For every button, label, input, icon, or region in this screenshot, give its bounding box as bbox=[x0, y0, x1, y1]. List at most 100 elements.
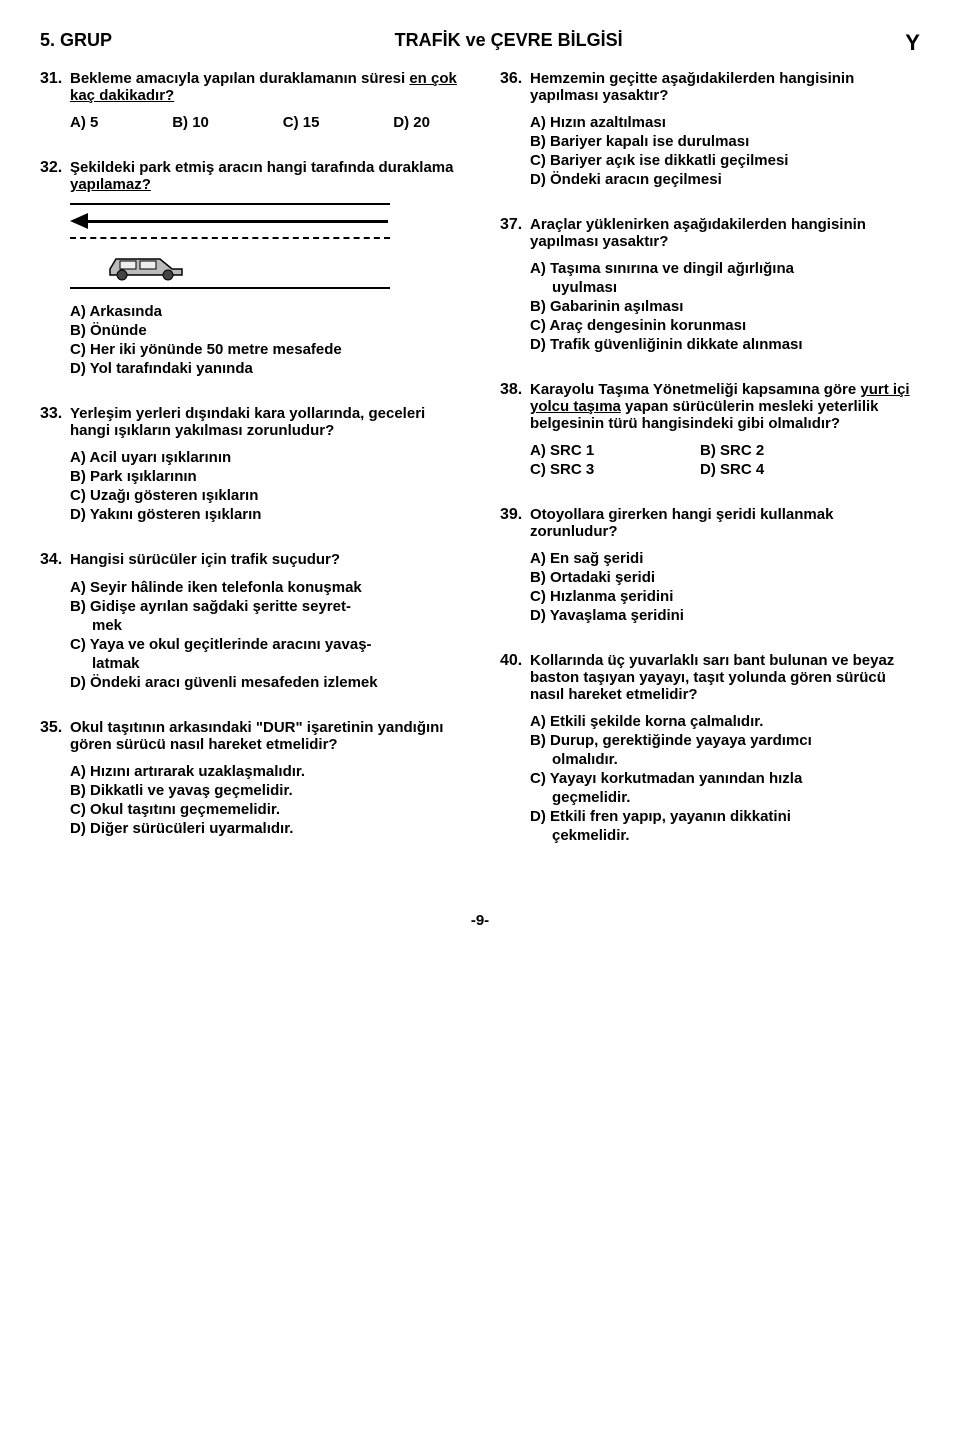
left-column: 31. Bekleme amacıyla yapılan duraklamanı… bbox=[40, 70, 460, 872]
opt-b: B) 10 bbox=[172, 114, 209, 131]
q-num: 39. bbox=[500, 506, 530, 540]
opt-c: C) Bariyer açık ise dikkatli geçilmesi bbox=[530, 152, 920, 169]
options-inline: A) 5 B) 10 C) 15 D) 20 bbox=[70, 114, 430, 131]
opt-b: B) Dikkatli ve yavaş geçmelidir. bbox=[70, 782, 460, 799]
opt-a: A) 5 bbox=[70, 114, 98, 131]
road-figure bbox=[70, 203, 460, 289]
question-40: 40. Kollarında üç yuvarlaklı sarı bant b… bbox=[500, 652, 920, 844]
opt-b-l1: B) Durup, gerektiğinde yayaya yardımcı bbox=[530, 732, 920, 749]
options-list: A) Acil uyarı ışıklarının B) Park ışıkla… bbox=[70, 449, 460, 523]
opt-b: B) Bariyer kapalı ise durulması bbox=[530, 133, 920, 150]
road-dashed-line bbox=[70, 237, 390, 239]
opt-b: B) Gabarinin aşılması bbox=[530, 298, 920, 315]
content-columns: 31. Bekleme amacıyla yapılan duraklamanı… bbox=[40, 70, 920, 872]
opt-d-l1: D) Etkili fren yapıp, yayanın dikkatini bbox=[530, 808, 920, 825]
opt-d: D) 20 bbox=[393, 114, 430, 131]
q-body: Okul taşıtının arkasındaki "DUR" işareti… bbox=[70, 719, 460, 753]
road-line bbox=[70, 287, 390, 289]
opt-c: C) Hızlanma şeridini bbox=[530, 588, 920, 605]
options-grid: A) SRC 1 B) SRC 2 C) SRC 3 D) SRC 4 bbox=[530, 442, 830, 478]
opt-c-l1: C) Yaya ve okul geçitlerinde aracını yav… bbox=[70, 636, 460, 653]
page-header: 5. GRUP TRAFİK ve ÇEVRE BİLGİSİ Y bbox=[40, 30, 920, 56]
opt-c-l2: geçmelidir. bbox=[530, 789, 920, 806]
q-num: 35. bbox=[40, 719, 70, 753]
opt-d: D) Diğer sürücüleri uyarmalıdır. bbox=[70, 820, 460, 837]
opt-b: B) SRC 2 bbox=[700, 442, 830, 459]
opt-d: D) SRC 4 bbox=[700, 461, 830, 478]
car-icon bbox=[70, 245, 460, 281]
opt-b: B) Ortadaki şeridi bbox=[530, 569, 920, 586]
opt-a: A) Hızını artırarak uzaklaşmalıdır. bbox=[70, 763, 460, 780]
question-39: 39. Otoyollara girerken hangi şeridi kul… bbox=[500, 506, 920, 624]
q-body: Şekildeki park etmiş aracın hangi tarafı… bbox=[70, 159, 460, 193]
opt-a-l1: A) Taşıma sınırına ve dingil ağırlığına bbox=[530, 260, 920, 277]
options-list: A) Seyir hâlinde iken telefonla konuşmak… bbox=[70, 579, 460, 691]
page-footer: -9- bbox=[40, 912, 920, 929]
opt-d: D) Trafik güvenliğinin dikkate alınması bbox=[530, 336, 920, 353]
header-left: 5. GRUP bbox=[40, 30, 112, 56]
q-body: Bekleme amacıyla yapılan duraklamanın sü… bbox=[70, 70, 460, 104]
opt-d: D) Öndeki aracı güvenli mesafeden izleme… bbox=[70, 674, 460, 691]
opt-b-l2: mek bbox=[70, 617, 460, 634]
opt-d: D) Yavaşlama şeridini bbox=[530, 607, 920, 624]
opt-d: D) Yol tarafındaki yanında bbox=[70, 360, 460, 377]
q-num: 31. bbox=[40, 70, 70, 104]
question-33: 33. Yerleşim yerleri dışındaki kara yoll… bbox=[40, 405, 460, 523]
opt-a: A) SRC 1 bbox=[530, 442, 660, 459]
options-list: A) Taşıma sınırına ve dingil ağırlığına … bbox=[530, 260, 920, 353]
opt-c: C) Araç dengesinin korunması bbox=[530, 317, 920, 334]
question-34: 34. Hangisi sürücüler için trafik suçudu… bbox=[40, 551, 460, 691]
q-body: Hemzemin geçitte aşağıdakilerden hangisi… bbox=[530, 70, 920, 104]
q-body: Araçlar yüklenirken aşağıdakilerden hang… bbox=[530, 216, 920, 250]
header-right: Y bbox=[905, 30, 920, 56]
opt-b-l1: B) Gidişe ayrılan sağdaki şeritte seyret… bbox=[70, 598, 460, 615]
q-num: 37. bbox=[500, 216, 530, 250]
options-list: A) Hızını artırarak uzaklaşmalıdır. B) D… bbox=[70, 763, 460, 837]
opt-c: C) Uzağı gösteren ışıkların bbox=[70, 487, 460, 504]
q-body: Yerleşim yerleri dışındaki kara yolların… bbox=[70, 405, 460, 439]
right-column: 36. Hemzemin geçitte aşağıdakilerden han… bbox=[500, 70, 920, 872]
opt-b: B) Park ışıklarının bbox=[70, 468, 460, 485]
q-num: 38. bbox=[500, 381, 530, 432]
options-list: A) Etkili şekilde korna çalmalıdır. B) D… bbox=[530, 713, 920, 844]
question-38: 38. Karayolu Taşıma Yönetmeliği kapsamın… bbox=[500, 381, 920, 478]
question-32: 32. Şekildeki park etmiş aracın hangi ta… bbox=[40, 159, 460, 377]
q-num: 34. bbox=[40, 551, 70, 569]
opt-a: A) Etkili şekilde korna çalmalıdır. bbox=[530, 713, 920, 730]
header-center: TRAFİK ve ÇEVRE BİLGİSİ bbox=[395, 30, 623, 56]
question-35: 35. Okul taşıtının arkasındaki "DUR" işa… bbox=[40, 719, 460, 837]
opt-d: D) Yakını gösteren ışıkların bbox=[70, 506, 460, 523]
q-num: 40. bbox=[500, 652, 530, 703]
opt-c-l1: C) Yayayı korkutmadan yanından hızla bbox=[530, 770, 920, 787]
opt-c: C) 15 bbox=[283, 114, 320, 131]
q-num: 33. bbox=[40, 405, 70, 439]
q-num: 32. bbox=[40, 159, 70, 193]
question-37: 37. Araçlar yüklenirken aşağıdakilerden … bbox=[500, 216, 920, 353]
opt-c: C) Her iki yönünde 50 metre mesafede bbox=[70, 341, 460, 358]
opt-a-l2: uyulması bbox=[530, 279, 920, 296]
opt-a: A) Hızın azaltılması bbox=[530, 114, 920, 131]
question-36: 36. Hemzemin geçitte aşağıdakilerden han… bbox=[500, 70, 920, 188]
opt-a: A) Seyir hâlinde iken telefonla konuşmak bbox=[70, 579, 460, 596]
opt-c: C) Okul taşıtını geçmemelidir. bbox=[70, 801, 460, 818]
opt-c-l2: latmak bbox=[70, 655, 460, 672]
road-line bbox=[70, 203, 390, 205]
opt-d-l2: çekmelidir. bbox=[530, 827, 920, 844]
opt-d: D) Öndeki aracın geçilmesi bbox=[530, 171, 920, 188]
opt-b: B) Önünde bbox=[70, 322, 460, 339]
opt-a: A) Acil uyarı ışıklarının bbox=[70, 449, 460, 466]
q-body: Karayolu Taşıma Yönetmeliği kapsamına gö… bbox=[530, 381, 920, 432]
opt-a: A) En sağ şeridi bbox=[530, 550, 920, 567]
options-list: A) Hızın azaltılması B) Bariyer kapalı i… bbox=[530, 114, 920, 188]
question-31: 31. Bekleme amacıyla yapılan duraklamanı… bbox=[40, 70, 460, 131]
opt-a: A) Arkasında bbox=[70, 303, 460, 320]
q-num: 36. bbox=[500, 70, 530, 104]
opt-c: C) SRC 3 bbox=[530, 461, 660, 478]
q-body: Kollarında üç yuvarlaklı sarı bant bulun… bbox=[530, 652, 920, 703]
opt-b-l2: olmalıdır. bbox=[530, 751, 920, 768]
options-list: A) Arkasında B) Önünde C) Her iki yönünd… bbox=[70, 303, 460, 377]
q-body: Otoyollara girerken hangi şeridi kullanm… bbox=[530, 506, 920, 540]
arrow-icon bbox=[70, 213, 460, 229]
q-body: Hangisi sürücüler için trafik suçudur? bbox=[70, 551, 460, 569]
options-list: A) En sağ şeridi B) Ortadaki şeridi C) H… bbox=[530, 550, 920, 624]
